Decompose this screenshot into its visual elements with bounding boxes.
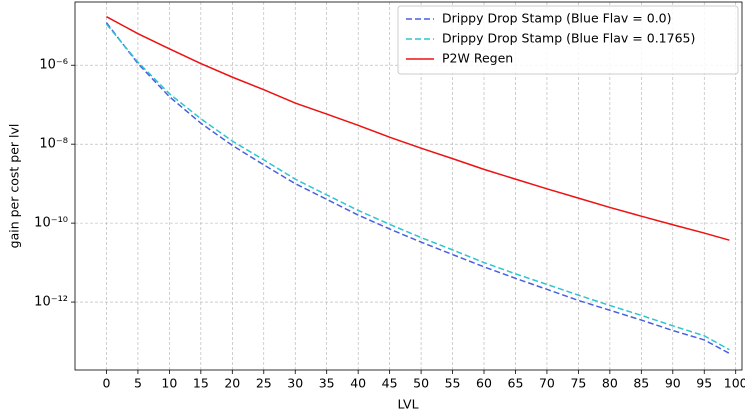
x-tick-label: 80 (602, 376, 618, 391)
x-tick-label: 85 (633, 376, 649, 391)
y-tick-label: 10⁻¹⁰ (34, 216, 68, 231)
y-tick-label: 10⁻⁸ (39, 137, 68, 152)
x-tick-label: 100 (724, 376, 745, 391)
x-axis-label: LVL (397, 397, 418, 412)
series-line (105, 23, 730, 351)
x-tick-label: 75 (570, 376, 586, 391)
x-tick-label: 45 (382, 376, 398, 391)
y-axis-label: gain per cost per lvl (7, 124, 22, 249)
series-line (106, 16, 730, 241)
x-tick-label: 30 (287, 376, 303, 391)
x-tick-label: 25 (256, 376, 272, 391)
x-tick-label: 15 (193, 376, 209, 391)
x-tick-label: 55 (445, 376, 461, 391)
x-tick-label: 60 (476, 376, 492, 391)
x-tick-label: 65 (508, 376, 524, 391)
y-tick-label: 10⁻⁶ (39, 58, 68, 73)
x-tick-label: 20 (224, 376, 240, 391)
legend: Drippy Drop Stamp (Blue Flav = 0.0) Dripp… (397, 5, 739, 75)
x-tick-label: 40 (350, 376, 366, 391)
y-tick-label: 10⁻¹² (34, 295, 68, 310)
x-tick-label: 50 (413, 376, 429, 391)
legend-label: Drippy Drop Stamp (Blue Flav = 0.0) (442, 11, 672, 26)
legend-box (397, 5, 739, 75)
series-line (105, 22, 730, 355)
legend-label: Drippy Drop Stamp (Blue Flav = 0.1765) (442, 31, 695, 46)
x-tick-label: 35 (319, 376, 335, 391)
x-tick-label: 90 (665, 376, 681, 391)
x-tick-label: 0 (102, 376, 110, 391)
x-tick-label: 10 (161, 376, 177, 391)
x-tick-label: 5 (134, 376, 142, 391)
plot-frame (74, 1, 743, 371)
x-tick-label: 95 (696, 376, 712, 391)
x-tick-label: 70 (539, 376, 555, 391)
legend-label: P2W Regen (442, 51, 513, 66)
